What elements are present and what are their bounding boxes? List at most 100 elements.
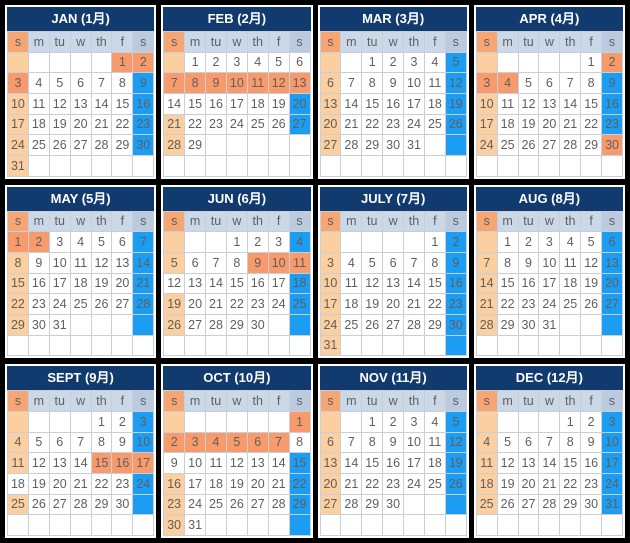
empty-cell [475,514,498,536]
day-cell: 6 [601,231,623,253]
day-cell: 24 [538,293,561,315]
empty-cell [559,51,582,74]
day-cell: 17 [225,92,248,115]
empty-cell [184,334,207,357]
day-cell: 5 [580,231,603,253]
empty-cell [423,134,446,156]
day-cell: 24 [319,313,342,336]
weekday-header: th [559,31,582,53]
day-cell: 26 [496,493,519,516]
day-cell: 12 [580,251,603,274]
empty-cell [496,51,519,74]
empty-cell [403,154,425,177]
day-cell: 2 [444,231,467,253]
day-cell: 20 [48,472,71,495]
day-cell: 28 [475,313,498,336]
empty-cell [90,514,113,536]
day-cell: 10 [267,251,290,274]
month-title-aug: AUG (8月) [475,186,623,211]
day-cell: 19 [517,113,540,136]
day-cell: 11 [423,431,446,454]
empty-cell [496,514,519,536]
empty-cell [319,51,342,74]
empty-cell [475,231,498,253]
day-cell: 17 [475,113,498,136]
weekday-header-saturday: s [288,31,311,53]
day-cell: 7 [267,431,290,454]
weekday-header: m [27,31,50,53]
day-cell: 8 [288,431,311,454]
weekday-header: w [538,210,561,233]
empty-cell [163,334,186,357]
day-cell: 13 [319,92,342,115]
day-cell: 9 [517,251,540,274]
day-cell: 2 [27,231,50,253]
weekday-header-sunday: s [475,390,498,412]
empty-cell [559,514,582,536]
day-cell: 17 [132,452,155,474]
day-cell: 23 [382,113,405,136]
day-cell: 10 [225,72,248,94]
day-cell: 30 [382,134,405,156]
empty-cell [205,410,227,433]
day-cell: 6 [184,251,207,274]
day-cell: 10 [403,431,425,454]
month-title-dec: DEC (12月) [475,366,623,391]
day-cell: 1 [90,410,113,433]
month-grid-nov: s m tu w th f s 1 2 3 4 5 6 7 8 9 10 11 12 13 14 15 16 17 18 19 20… [319,390,467,536]
weekday-header-sunday: s [163,210,186,233]
day-cell: 17 [319,293,342,315]
day-cell: 5 [444,410,467,433]
day-cell: 6 [111,231,134,253]
day-cell: 21 [475,293,498,315]
day-cell: 12 [225,452,248,474]
empty-cell [27,514,50,536]
day-cell: 12 [496,452,519,474]
day-cell: 1 [7,231,29,253]
day-cell: 5 [444,51,467,74]
weekday-header: w [225,390,248,412]
day-cell: 6 [69,72,92,94]
day-cell: 29 [288,493,311,516]
weekday-header: th [403,390,425,412]
weekday-header: m [340,390,363,412]
weekday-header: m [27,210,50,233]
month-panel-july: JULY (7月) s m tu w th f s 1 2 3 4 5 6 7 8 9 10 11 12 13 14 15 1… [317,184,469,359]
day-cell: 21 [559,113,582,136]
empty-cell [538,154,561,177]
day-cell: 15 [423,272,446,295]
day-cell: 17 [538,272,561,295]
day-cell: 18 [288,272,311,295]
day-cell: 28 [340,134,363,156]
weekday-header-sunday: s [163,390,186,412]
weekday-header: w [538,390,561,412]
day-cell: 19 [225,472,248,495]
weekday-header: m [340,31,363,53]
day-cell: 19 [90,272,113,295]
month-panel-sept: SEPT (9月) s m tu w th f s 1 2 3 4 5 6 7 8 9 10 11 12 13 14 15 1… [5,364,157,538]
day-cell: 13 [246,452,269,474]
day-cell: 27 [48,493,71,516]
day-cell: 20 [382,293,405,315]
weekday-header-saturday: s [601,210,623,233]
day-cell: 30 [246,313,269,336]
day-cell: 30 [27,313,50,336]
empty-cell [382,154,405,177]
day-cell: 9 [132,72,155,94]
empty-cell [580,313,603,336]
day-cell: 20 [538,113,561,136]
day-cell: 27 [517,493,540,516]
empty-cell [90,154,113,177]
day-cell: 11 [559,251,582,274]
weekday-header: th [90,210,113,233]
day-cell: 26 [225,493,248,516]
day-cell: 29 [111,134,134,156]
day-cell: 23 [444,293,467,315]
empty-cell [423,154,446,177]
weekday-header-sunday: s [319,31,342,53]
day-cell: 3 [7,72,29,94]
day-cell: 29 [559,493,582,516]
empty-cell [517,410,540,433]
day-cell: 14 [69,452,92,474]
